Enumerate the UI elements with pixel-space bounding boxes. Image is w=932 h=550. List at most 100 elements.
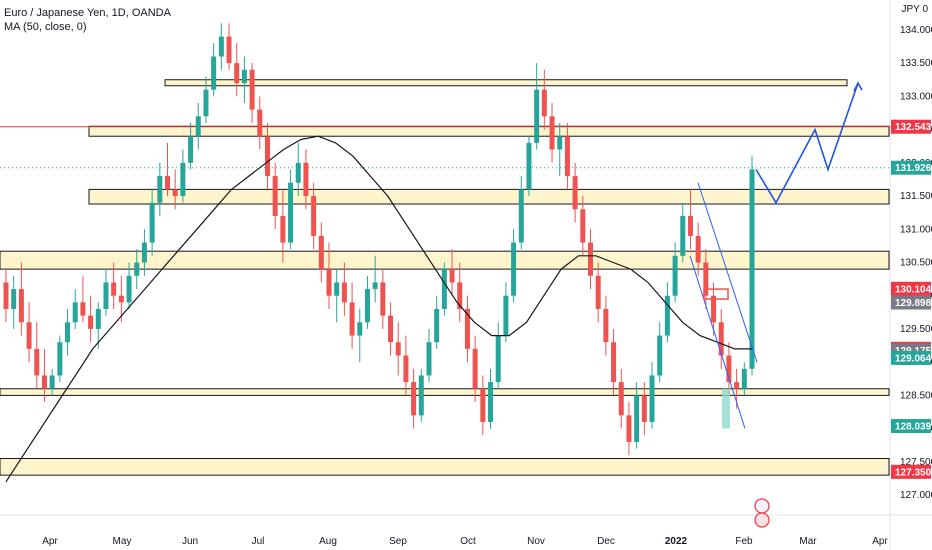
x-tick-label: Dec bbox=[597, 536, 615, 547]
candle-body bbox=[588, 243, 593, 276]
moving-average-line bbox=[6, 136, 752, 482]
candle-body bbox=[342, 282, 347, 302]
candle-body bbox=[234, 63, 239, 83]
candle-body bbox=[227, 37, 232, 64]
candle-body bbox=[157, 176, 162, 203]
y-tick-label: 127.000 bbox=[900, 490, 932, 501]
price-tag-label: 129.064 bbox=[895, 353, 932, 364]
volume-highlight bbox=[722, 389, 730, 429]
candle-body bbox=[557, 136, 562, 149]
candle-body bbox=[580, 209, 585, 242]
candle-body bbox=[403, 356, 408, 383]
candle-body bbox=[57, 342, 62, 375]
candle-body bbox=[526, 143, 531, 190]
price-tag-label: 128.039 bbox=[895, 422, 932, 433]
support-resistance-zone bbox=[89, 126, 889, 136]
candle-body bbox=[311, 196, 316, 236]
candle-body bbox=[350, 302, 355, 335]
candle-body bbox=[288, 183, 293, 243]
candle-body bbox=[27, 322, 32, 349]
candle-body bbox=[319, 236, 324, 269]
candle-body bbox=[626, 415, 631, 442]
economic-event-icon bbox=[755, 499, 769, 513]
x-tick-label: Oct bbox=[460, 536, 476, 547]
y-tick-label: 134.000 bbox=[900, 25, 932, 36]
candle-body bbox=[273, 176, 278, 216]
candle-body bbox=[450, 269, 455, 282]
candle-body bbox=[34, 349, 39, 376]
price-tag: 127.350 bbox=[891, 465, 932, 479]
y-tick-label: 130.500 bbox=[900, 257, 932, 268]
candle-body bbox=[257, 110, 262, 137]
channel-lower bbox=[690, 256, 745, 429]
candle-body bbox=[734, 382, 739, 389]
candle-body bbox=[496, 336, 501, 383]
candle-body bbox=[742, 369, 747, 389]
x-tick-label: May bbox=[113, 536, 132, 547]
price-tag-label: 131.926 bbox=[895, 163, 932, 174]
price-tag: 130.104 bbox=[891, 282, 932, 296]
candle-body bbox=[542, 90, 547, 117]
price-tag-label: 130.104 bbox=[895, 284, 932, 295]
support-resistance-zone bbox=[165, 80, 847, 86]
candle-body bbox=[219, 37, 224, 57]
candle-body bbox=[488, 382, 493, 422]
projection-path bbox=[756, 83, 858, 203]
projection-arrowhead bbox=[854, 83, 862, 91]
x-tick-label: Mar bbox=[799, 536, 817, 547]
candle-body bbox=[134, 262, 139, 275]
candle-body bbox=[96, 309, 101, 329]
candle-body bbox=[73, 302, 78, 322]
candle-body bbox=[4, 282, 9, 309]
candle-body bbox=[203, 90, 208, 117]
candle-body bbox=[680, 216, 685, 256]
candle-body bbox=[719, 322, 724, 355]
candle-body bbox=[634, 395, 639, 442]
candle-body bbox=[250, 70, 255, 110]
candle-body bbox=[511, 243, 516, 296]
candle-body bbox=[188, 136, 193, 163]
x-tick-label: Apr bbox=[872, 536, 888, 547]
candle-body bbox=[665, 296, 670, 336]
candle-body bbox=[211, 56, 216, 89]
y-tick-label: 129.500 bbox=[900, 324, 932, 335]
candle-body bbox=[642, 395, 647, 422]
candle-body bbox=[696, 236, 701, 263]
candle-body bbox=[173, 189, 178, 196]
price-tag-label: 132.543 bbox=[895, 122, 932, 133]
candle-body bbox=[473, 349, 478, 389]
candle-body bbox=[180, 163, 185, 196]
candle-body bbox=[565, 136, 570, 176]
price-tag-label: 127.350 bbox=[895, 467, 932, 478]
candle-body bbox=[50, 375, 55, 388]
candle-body bbox=[42, 375, 47, 388]
y-tick-label: 131.500 bbox=[900, 191, 932, 202]
candle-body bbox=[396, 342, 401, 355]
candle-body bbox=[265, 136, 270, 176]
candle-body bbox=[519, 189, 524, 242]
candle-body bbox=[334, 282, 339, 295]
x-tick-label: Nov bbox=[527, 536, 545, 547]
candle-body bbox=[419, 375, 424, 415]
candle-body bbox=[534, 90, 539, 143]
candle-body bbox=[303, 163, 308, 196]
support-resistance-zone bbox=[0, 459, 889, 476]
candle-body bbox=[88, 316, 93, 329]
candle-body bbox=[650, 375, 655, 422]
x-tick-label: Feb bbox=[735, 536, 753, 547]
support-resistance-zone bbox=[0, 389, 889, 396]
candle-body bbox=[411, 382, 416, 415]
economic-event-icon bbox=[755, 513, 769, 527]
candle-body bbox=[11, 289, 16, 309]
candle-body bbox=[65, 322, 70, 342]
candle-body bbox=[426, 342, 431, 375]
price-tag: 131.926 bbox=[891, 161, 932, 175]
candle-body bbox=[127, 276, 132, 303]
candle-body bbox=[242, 70, 247, 83]
candle-body bbox=[573, 176, 578, 209]
price-tag: 129.064 bbox=[891, 351, 932, 365]
y-tick-label: 128.500 bbox=[900, 390, 932, 401]
price-tag: 128.039 bbox=[891, 419, 932, 433]
candle-body bbox=[657, 336, 662, 376]
